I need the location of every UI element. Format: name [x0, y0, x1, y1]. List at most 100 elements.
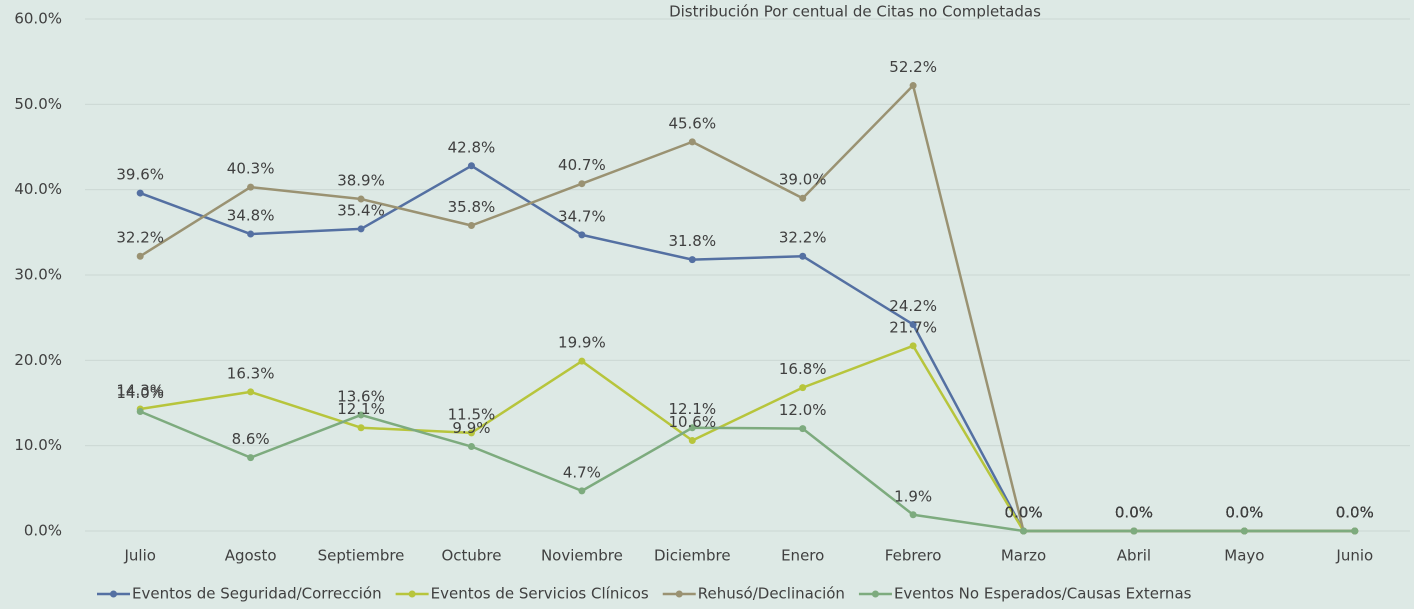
data-point	[136, 408, 144, 416]
legend-label: Eventos No Esperados/Causas Externas	[894, 585, 1192, 603]
data-label: 0.0%	[1336, 504, 1374, 522]
data-label: 21.7%	[889, 318, 937, 336]
data-point	[357, 225, 365, 233]
legend-marker	[110, 590, 117, 598]
data-point	[578, 487, 586, 495]
data-point	[909, 511, 917, 519]
data-label: 10.6%	[668, 413, 716, 431]
y-tick-label: 50.0%	[14, 95, 62, 113]
data-point	[799, 384, 807, 392]
x-tick-label: Marzo	[1001, 547, 1046, 565]
data-label: 0.0%	[1004, 504, 1042, 522]
data-point	[136, 252, 144, 260]
data-point	[467, 429, 475, 437]
data-label: 0.0%	[1004, 504, 1042, 522]
data-label: 40.7%	[558, 156, 606, 174]
data-label: 12.1%	[668, 400, 716, 418]
data-label: 4.7%	[563, 463, 601, 481]
data-label: 9.9%	[452, 419, 490, 437]
chart-title: Distribución Por centual de Citas no Com…	[669, 3, 1041, 21]
data-point	[578, 180, 586, 188]
data-label: 0.0%	[1336, 504, 1374, 522]
data-label: 16.3%	[227, 364, 275, 382]
data-label: 14.3%	[116, 381, 164, 399]
y-tick-label: 30.0%	[14, 266, 62, 284]
data-point	[1130, 527, 1138, 535]
y-tick-label: 0.0%	[24, 522, 62, 540]
data-label: 31.8%	[668, 232, 716, 250]
data-label: 52.2%	[889, 58, 937, 76]
legend-marker	[408, 590, 416, 598]
x-tick-label: Octubre	[441, 547, 501, 565]
data-label: 12.0%	[779, 401, 827, 419]
data-point	[357, 411, 365, 419]
data-label: 32.2%	[116, 229, 164, 247]
data-point	[688, 437, 696, 445]
data-label: 40.3%	[227, 160, 275, 178]
data-label: 45.6%	[668, 114, 716, 132]
data-label: 32.2%	[779, 229, 827, 247]
data-point	[357, 424, 365, 432]
data-point	[247, 183, 255, 191]
data-point	[247, 388, 255, 396]
x-tick-label: Mayo	[1224, 547, 1264, 565]
data-point	[909, 82, 917, 90]
data-point	[688, 138, 696, 146]
data-point	[688, 424, 696, 432]
y-tick-label: 40.0%	[14, 180, 62, 198]
data-label: 35.8%	[448, 198, 496, 216]
data-label: 11.5%	[448, 405, 496, 423]
data-point	[357, 195, 365, 203]
data-label: 39.0%	[779, 171, 827, 189]
data-label: 0.0%	[1115, 504, 1153, 522]
data-label: 38.9%	[337, 172, 385, 190]
data-point	[909, 320, 917, 328]
data-point	[467, 222, 475, 230]
data-label: 0.0%	[1004, 504, 1042, 522]
data-label: 0.0%	[1115, 504, 1153, 522]
data-label: 39.6%	[116, 166, 164, 184]
x-tick-label: Diciembre	[654, 547, 731, 565]
data-label: 0.0%	[1004, 504, 1042, 522]
data-label: 16.8%	[779, 360, 827, 378]
data-point	[1351, 527, 1359, 535]
data-point	[1020, 527, 1028, 535]
y-tick-label: 60.0%	[14, 10, 62, 28]
data-label: 42.8%	[448, 138, 496, 156]
series-line	[139, 410, 1355, 533]
x-tick-label: Julio	[123, 547, 155, 565]
data-point	[688, 256, 696, 264]
data-label: 0.0%	[1336, 504, 1374, 522]
x-tick-label: Noviembre	[541, 547, 623, 565]
x-tick-label: Abril	[1117, 547, 1151, 565]
legend-marker	[871, 590, 879, 598]
data-label: 34.8%	[227, 207, 275, 225]
data-label: 0.0%	[1225, 504, 1263, 522]
legend-label: Eventos de Servicios Clínicos	[431, 585, 649, 603]
data-point	[799, 425, 807, 433]
data-label: 34.7%	[558, 207, 606, 225]
data-label: 14.0%	[116, 384, 164, 402]
data-label: 1.9%	[894, 487, 932, 505]
x-tick-label: Febrero	[885, 547, 942, 565]
x-tick-label: Junio	[1335, 547, 1373, 565]
data-point	[247, 230, 255, 238]
legend-label: Eventos de Seguridad/Corrección	[132, 585, 382, 603]
data-point	[799, 194, 807, 202]
data-label: 35.4%	[337, 201, 385, 219]
data-label: 24.2%	[889, 297, 937, 315]
x-tick-label: Enero	[781, 547, 824, 565]
data-label: 13.6%	[337, 387, 385, 405]
data-point	[136, 189, 144, 197]
x-tick-label: Agosto	[225, 547, 277, 565]
data-label: 0.0%	[1115, 504, 1153, 522]
data-label: 8.6%	[232, 430, 270, 448]
data-label: 0.0%	[1336, 504, 1374, 522]
data-point	[578, 357, 586, 365]
data-label: 0.0%	[1225, 504, 1263, 522]
legend-label: Rehusó/Declinación	[698, 585, 845, 603]
legend-marker	[675, 590, 683, 598]
data-point	[909, 342, 917, 350]
y-tick-label: 10.0%	[14, 436, 62, 454]
